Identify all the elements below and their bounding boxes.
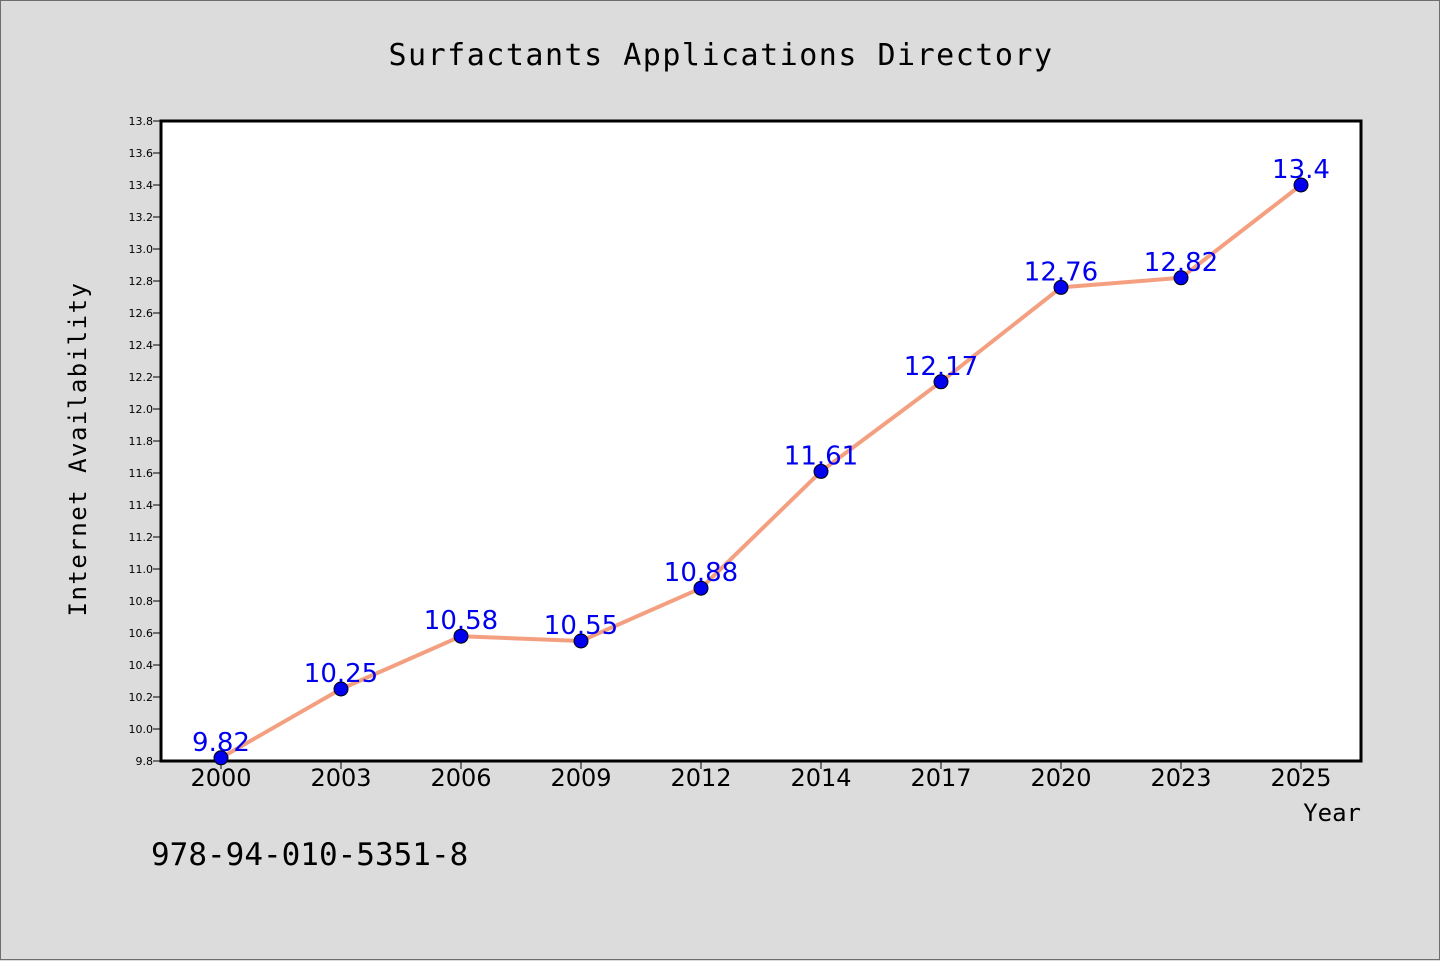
y-tick-label: 10.0 xyxy=(129,723,154,736)
data-label: 12.82 xyxy=(1144,248,1218,278)
y-tick-label: 12.6 xyxy=(129,307,154,320)
x-tick-label: 2003 xyxy=(310,764,371,792)
series-0 xyxy=(213,177,1309,766)
x-tick-label: 2017 xyxy=(910,764,971,792)
y-tick-label: 10.4 xyxy=(129,659,154,672)
y-tick-label: 12.0 xyxy=(129,403,154,416)
y-axis: 9.8 10.0 10.2 10.4 10.6 10.8 11.0 11.2 11.4 11.6 1… xyxy=(129,115,161,768)
y-axis-label: Internet Availability xyxy=(64,282,92,617)
data-point xyxy=(453,628,469,644)
data-label: 10.58 xyxy=(424,606,498,636)
data-point xyxy=(813,463,829,479)
plot-area xyxy=(159,119,1363,763)
data-label: 11.61 xyxy=(784,441,858,471)
data-label: 10.55 xyxy=(544,611,618,641)
x-tick-label: 2009 xyxy=(550,764,611,792)
y-tick-label: 12.4 xyxy=(129,339,154,352)
data-label: 13.4 xyxy=(1272,155,1330,185)
y-tick-label: 13.4 xyxy=(129,179,154,192)
y-tick-label: 13.0 xyxy=(129,243,154,256)
y-tick-label: 10.8 xyxy=(129,595,154,608)
data-point xyxy=(693,580,709,596)
data-label: 12.76 xyxy=(1024,257,1098,287)
chart-annotation: 978-94-010-5351-8 xyxy=(151,837,468,873)
y-tick-label: 12.2 xyxy=(129,371,154,384)
chart-title: Surfactants Applications Directory xyxy=(388,38,1053,73)
data-point xyxy=(933,374,949,390)
y-tick-label: 11.0 xyxy=(129,563,154,576)
y-tick-label: 13.6 xyxy=(129,147,154,160)
y-tick-label: 11.2 xyxy=(129,531,154,544)
x-tick-label: 2014 xyxy=(790,764,851,792)
y-tick-label: 11.4 xyxy=(129,499,154,512)
y-tick-label: 13.8 xyxy=(129,115,154,128)
y-tick-label: 10.6 xyxy=(129,627,154,640)
x-tick-label: 2006 xyxy=(430,764,491,792)
data-point xyxy=(1173,270,1189,286)
x-axis-label: Year xyxy=(1303,799,1361,827)
data-point xyxy=(213,750,229,766)
data-labels: 9.82 10.25 10.58 10.55 10.88 11.61 12.17 12.76 1… xyxy=(192,155,1330,758)
data-label: 10.25 xyxy=(304,659,378,689)
y-tick-label: 10.2 xyxy=(129,691,154,704)
x-tick-label: 2000 xyxy=(190,764,251,792)
data-point xyxy=(573,633,589,649)
y-tick-label: 11.6 xyxy=(129,467,154,480)
x-tick-label: 2020 xyxy=(1030,764,1091,792)
x-tick-label: 2012 xyxy=(670,764,731,792)
series-line xyxy=(220,183,1303,760)
y-tick-label: 9.8 xyxy=(136,755,154,768)
data-point xyxy=(333,681,349,697)
y-tick-label: 13.2 xyxy=(129,211,154,224)
data-point xyxy=(1053,279,1069,295)
x-axis: 2000 2003 2006 2009 2012 2014 2017 2020 2023 2025 xyxy=(190,761,1332,792)
data-label: 9.82 xyxy=(192,728,250,758)
y-tick-label: 12.8 xyxy=(129,275,154,288)
data-label: 10.88 xyxy=(664,558,738,588)
data-point xyxy=(1293,177,1309,193)
y-tick-label: 11.8 xyxy=(129,435,154,448)
data-label: 12.17 xyxy=(904,352,978,382)
x-tick-label: 2025 xyxy=(1270,764,1331,792)
x-tick-label: 2023 xyxy=(1150,764,1211,792)
